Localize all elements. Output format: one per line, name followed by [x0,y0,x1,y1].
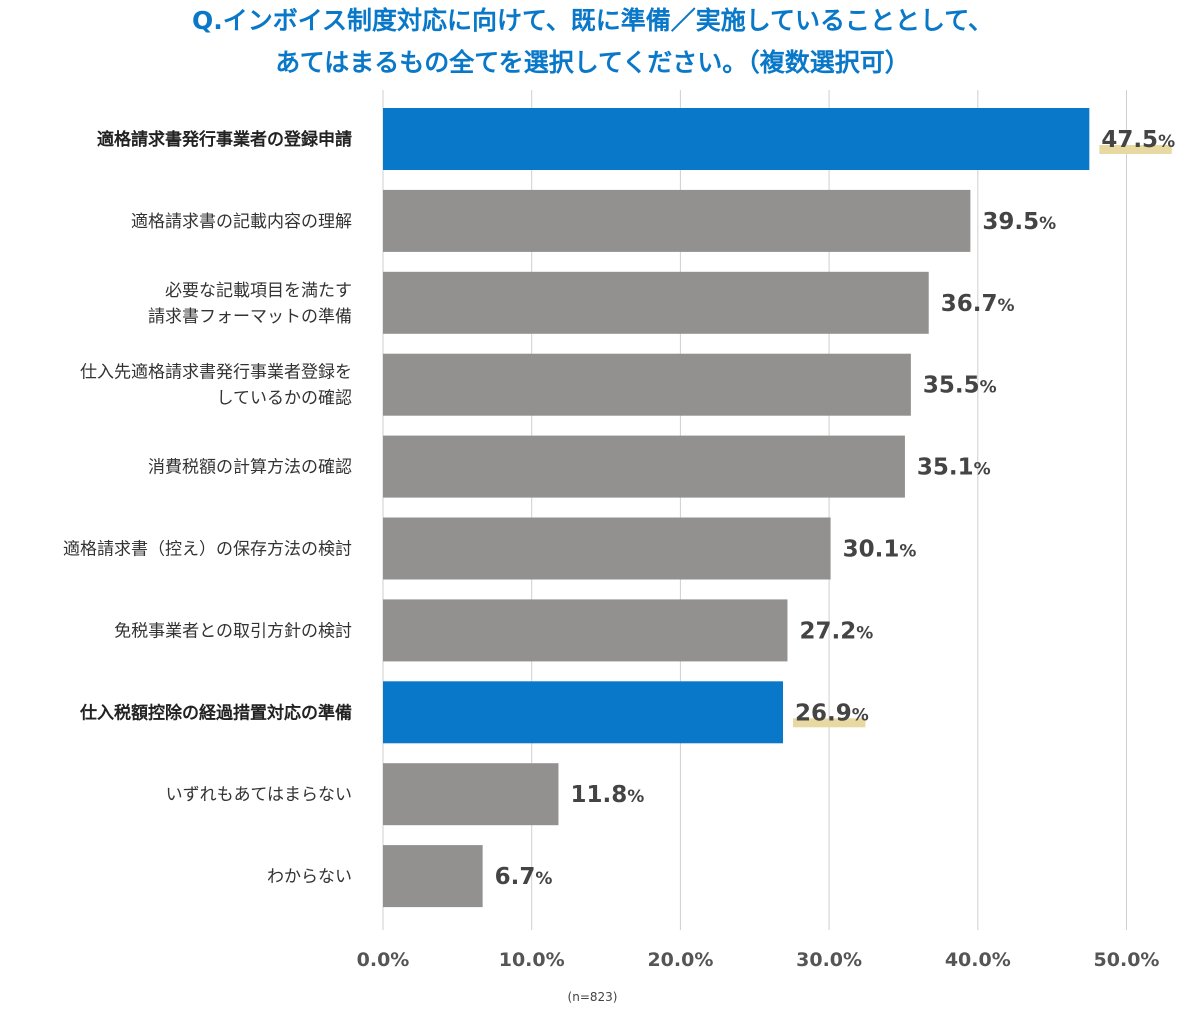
bar [383,599,788,662]
value-label: 39.5% [982,209,1056,235]
question-title-line-1: Q.インボイス制度対応に向けて、既に準備／実施していることとして、 [191,6,993,35]
value-label: 35.1% [917,455,991,481]
value-number: 27.2 [799,618,856,644]
value-label: 35.5% [923,373,997,399]
category-label: 仕入先適格請求書発行事業者登録を [80,363,352,383]
bar [383,681,784,744]
bar [383,189,971,252]
value-number: 11.8 [570,782,627,808]
category-label: わからない [267,867,352,887]
value-highlight-marker [1099,145,1172,154]
value-unit: % [1039,214,1056,234]
value-label: 11.8% [570,782,644,808]
value-number: 39.5 [982,209,1039,235]
bar [383,763,559,826]
value-number: 35.5 [923,373,980,399]
value-unit: % [627,787,644,807]
bar [383,435,905,498]
category-label: 仕入税額控除の経過措置対応の準備 [79,702,352,723]
x-tick-label: 30.0% [796,949,862,971]
value-number: 6.7 [495,864,536,890]
category-label: 請求書フォーマットの準備 [148,307,352,327]
category-label: 適格請求書の記載内容の理解 [131,212,352,232]
value-unit: % [899,542,916,562]
value-unit: % [974,460,991,480]
x-tick-label: 0.0% [357,949,410,971]
value-label: 36.7% [941,291,1015,317]
x-tick-label: 10.0% [499,949,565,971]
value-unit: % [997,296,1014,316]
category-label: 免税事業者との取引方針の検討 [114,621,352,641]
value-unit: % [980,378,997,398]
category-label: 適格請求書（控え）の保存方法の検討 [63,540,352,560]
value-label: 30.1% [843,537,917,563]
category-label: 適格請求書発行事業者の登録申請 [97,129,352,150]
category-label: いずれもあてはまらない [166,785,352,805]
value-label: 27.2% [799,618,873,644]
bar [383,845,483,908]
value-unit: % [535,869,552,889]
value-number: 47.5 [1101,127,1158,153]
x-tick-label: 40.0% [945,949,1011,971]
value-unit: % [1158,132,1175,152]
bar [383,271,929,334]
x-tick-label: 50.0% [1094,949,1160,971]
bar-chart: 0.0% 10.0% 20.0% 30.0% 40.0% 50.0% 適格請求書発行事業者の… [63,90,1175,971]
value-label: 26.9% [795,700,869,726]
value-highlight-marker [793,718,866,728]
value-number: 30.1 [843,537,900,563]
value-number: 36.7 [941,291,998,317]
category-label: 消費税額の計算方法の確認 [148,458,352,478]
value-number: 26.9 [795,700,852,726]
category-label: しているかの確認 [217,389,353,409]
category-label: 必要な記載項目を満たす [165,281,352,301]
bar [383,108,1090,170]
x-tick-label: 20.0% [647,949,713,971]
value-number: 35.1 [917,455,974,481]
question-title-line-2: あてはまるもの全てを選択してください。（複数選択可） [275,48,910,77]
value-unit: % [856,623,873,643]
bar [383,353,911,416]
value-unit: % [852,705,869,725]
bar [383,517,831,580]
sample-size-note: (n=823) [567,990,618,1004]
value-label: 47.5% [1101,127,1175,153]
value-label: 6.7% [495,864,553,890]
